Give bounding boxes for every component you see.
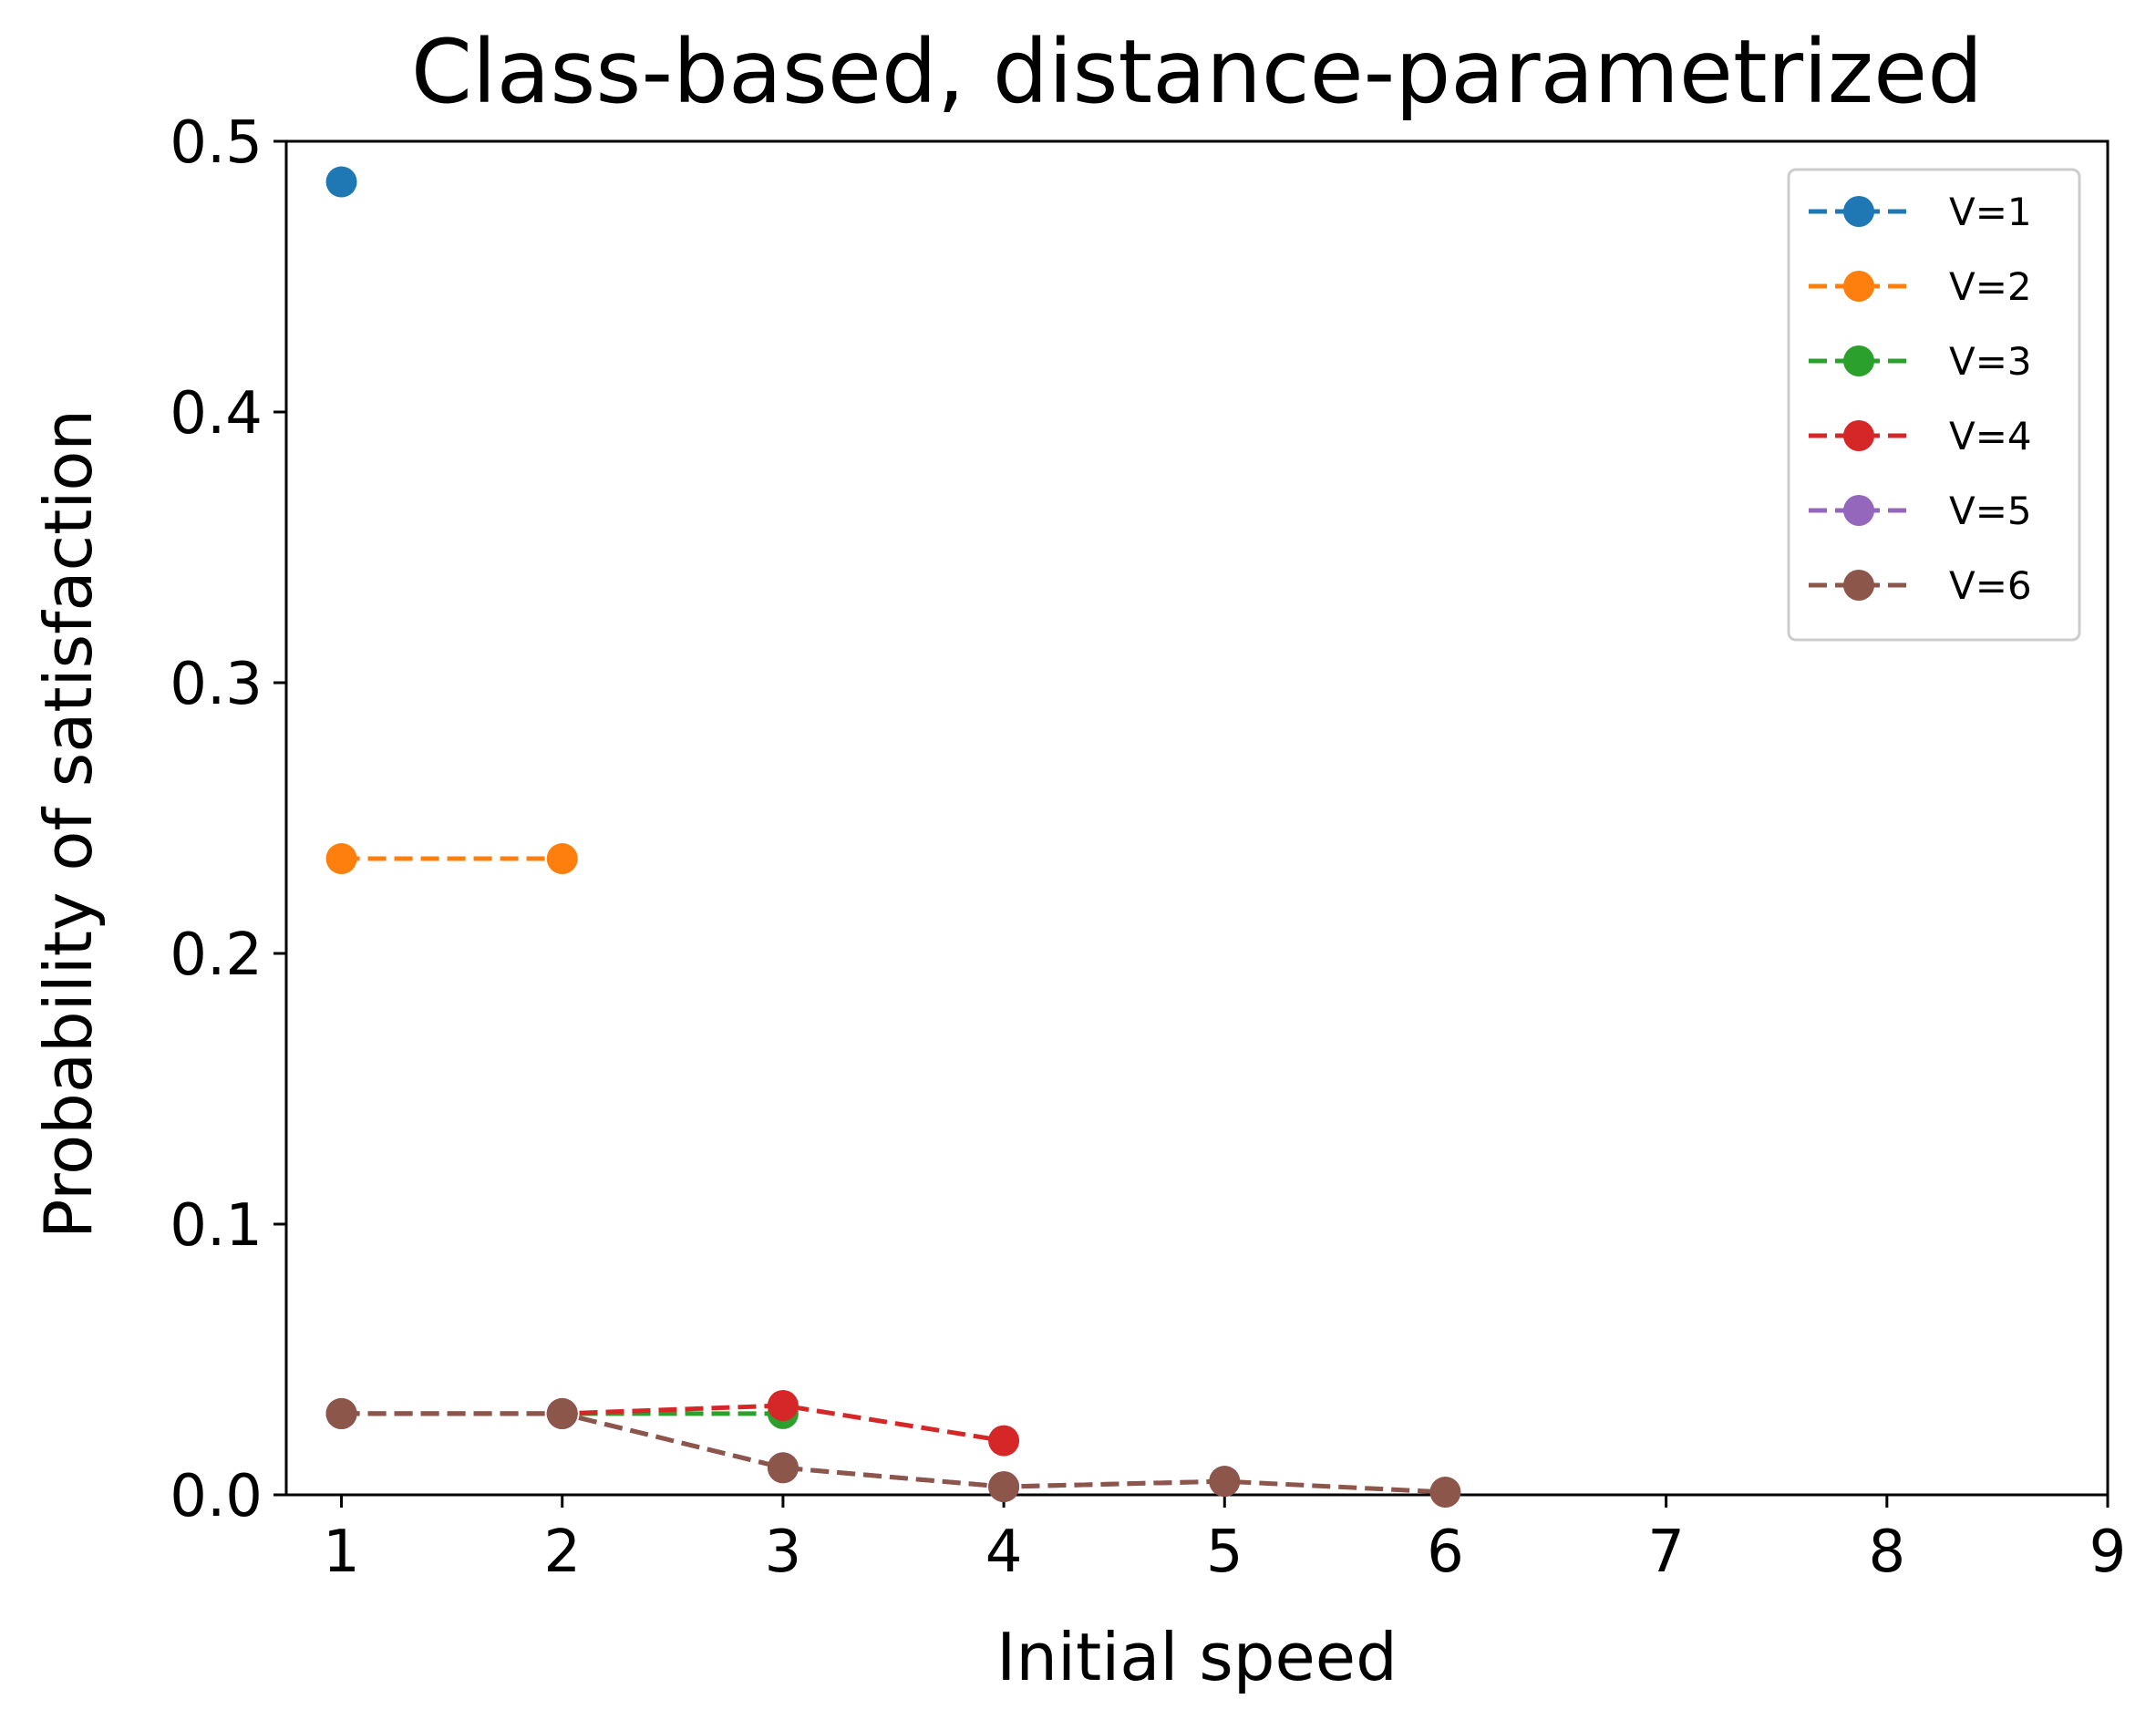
data-point-v2 bbox=[546, 843, 578, 875]
data-point-v4 bbox=[767, 1389, 799, 1421]
chart-title: Class-based, distance-parametrized bbox=[411, 21, 1983, 123]
data-point-v1 bbox=[325, 166, 357, 198]
data-point-v6 bbox=[1209, 1466, 1241, 1498]
data-point-v6 bbox=[325, 1397, 357, 1429]
data-point-v2 bbox=[325, 843, 357, 875]
data-point-v6 bbox=[988, 1471, 1020, 1503]
legend-marker bbox=[1843, 271, 1874, 302]
legend-marker bbox=[1843, 420, 1874, 451]
y-axis-label: Probability of satisfaction bbox=[30, 409, 107, 1239]
legend-marker bbox=[1843, 345, 1874, 376]
legend-frame bbox=[1787, 168, 2081, 642]
x-tick-label: 4 bbox=[985, 1519, 1023, 1586]
y-tick-label: 0.5 bbox=[170, 109, 263, 177]
y-tick-label: 0.4 bbox=[170, 380, 263, 448]
legend-marker bbox=[1843, 570, 1874, 601]
x-tick-label: 8 bbox=[1868, 1519, 1905, 1586]
legend-label: V=1 bbox=[1949, 190, 2032, 234]
legend-label: V=2 bbox=[1949, 264, 2032, 309]
series-line-v4 bbox=[341, 1403, 1005, 1444]
legend-label: V=5 bbox=[1949, 489, 2032, 533]
legend-label: V=4 bbox=[1949, 414, 2032, 458]
x-tick-label: 5 bbox=[1206, 1519, 1243, 1586]
legend-marker bbox=[1843, 196, 1874, 227]
legend-label: V=3 bbox=[1949, 339, 2032, 384]
legend-marker bbox=[1843, 495, 1874, 526]
x-tick-label: 9 bbox=[2089, 1519, 2127, 1586]
x-tick-label: 1 bbox=[323, 1519, 360, 1586]
x-tick-label: 7 bbox=[1647, 1519, 1685, 1586]
legend: V=1 V=2 V=3 V=4 V=5 V=6 bbox=[1787, 168, 2081, 642]
x-tick-label: 6 bbox=[1427, 1519, 1464, 1586]
y-tick-label: 0.0 bbox=[170, 1463, 263, 1530]
series-line-v6 bbox=[341, 1411, 1446, 1495]
axes-frame bbox=[284, 139, 2110, 1497]
legend-label: V=6 bbox=[1949, 563, 2032, 608]
data-point-v4 bbox=[988, 1425, 1020, 1457]
x-tick-label: 3 bbox=[765, 1519, 802, 1586]
y-tick-label: 0.2 bbox=[170, 922, 263, 989]
x-tick-label: 2 bbox=[543, 1519, 581, 1586]
x-axis-label: Initial speed bbox=[996, 1619, 1398, 1695]
data-point-v6 bbox=[546, 1397, 578, 1429]
data-point-v6 bbox=[767, 1452, 799, 1484]
y-tick-label: 0.1 bbox=[170, 1192, 263, 1260]
plot-area: 1 2 3 4 5 6 7 8 9 0.0 0.1 0.2 0.3 0.4 0.5 bbox=[170, 109, 2126, 1586]
y-tick-label: 0.3 bbox=[170, 651, 263, 718]
data-point-v6 bbox=[1429, 1477, 1461, 1509]
